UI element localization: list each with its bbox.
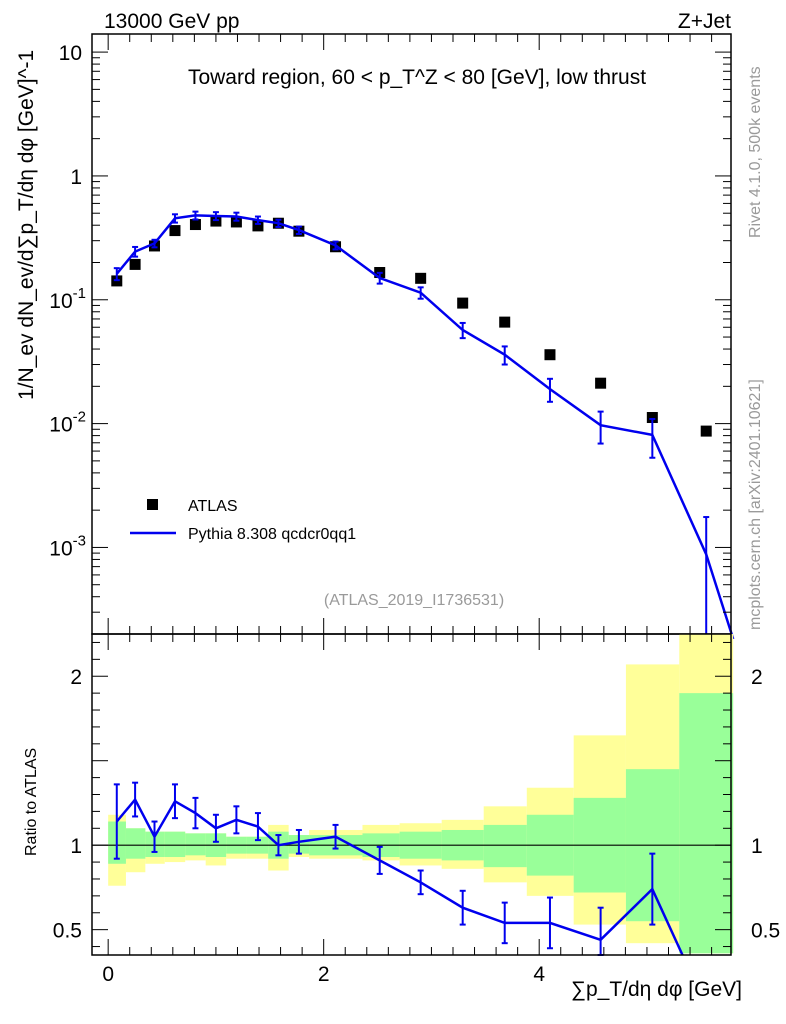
atlas-data-point bbox=[457, 297, 469, 309]
header-left: 13000 GeV pp bbox=[104, 10, 239, 33]
ratio-ytick-label-left: 1 bbox=[70, 835, 82, 858]
main-title-text: Toward region, 60 < p_T^Z < 80 [GeV], lo… bbox=[188, 66, 646, 89]
ratio-ylabel: Ratio to ATLAS bbox=[23, 748, 40, 856]
main-plot-area bbox=[111, 210, 735, 640]
ratio-ytick-label-right: 0.5 bbox=[751, 920, 780, 943]
atlas-data-point bbox=[646, 412, 658, 424]
atlas-data-point bbox=[169, 225, 181, 237]
x-axis-label: ∑p_T/dη dφ [GeV] bbox=[571, 978, 742, 1001]
atlas-data-point bbox=[415, 272, 427, 284]
band-inner-bin bbox=[483, 824, 527, 868]
legend: ATLAS Pythia 8.308 qcdcr0qq1 bbox=[130, 498, 356, 543]
rivet-label: Rivet 4.1.0, 500k events bbox=[747, 66, 764, 238]
main-axes: 10-3 10-2 10-1 1 10 bbox=[49, 33, 732, 635]
ratio-axes: 0 2 4 0.5 0.5 1 1 2 2 bbox=[53, 633, 780, 986]
ratio-xtick-label: 0 bbox=[102, 963, 114, 986]
ratio-ytick-label-right: 1 bbox=[751, 835, 763, 858]
main-ytick-label: 10-3 bbox=[49, 532, 86, 560]
mcplots-label: mcplots.cern.ch [arXiv:2401.10621] bbox=[747, 379, 764, 630]
legend-atlas-label: ATLAS bbox=[188, 498, 238, 515]
main-ylabel: 1/N_ev dN_ev/d∑p_T/dη dφ [GeV]^-1 bbox=[15, 50, 38, 400]
legend-atlas-marker bbox=[147, 499, 158, 510]
analysis-watermark: (ATLAS_2019_I1736531) bbox=[324, 592, 504, 609]
ratio-ytick-label-right: 2 bbox=[751, 666, 763, 689]
atlas-data-point bbox=[544, 349, 556, 361]
ratio-xtick-label: 4 bbox=[533, 963, 545, 986]
ratio-xtick-label: 2 bbox=[318, 963, 330, 986]
ratio-ytick-label-left: 0.5 bbox=[53, 920, 82, 943]
band-inner-bin bbox=[164, 831, 186, 858]
atlas-data-point bbox=[700, 425, 712, 437]
mc-line bbox=[115, 214, 735, 640]
main-frame bbox=[91, 33, 732, 635]
atlas-data-point bbox=[595, 377, 607, 389]
ratio-plot-area bbox=[92, 634, 734, 956]
band-inner-bin bbox=[125, 828, 146, 859]
atlas-data-point bbox=[230, 216, 242, 228]
atlas-data-point bbox=[129, 258, 141, 270]
atlas-data-point bbox=[252, 220, 264, 232]
band-inner-bin bbox=[679, 693, 734, 954]
svg-text:1/N_ev dN_ev/d∑p_T/dη dφ [GeV]: 1/N_ev dN_ev/d∑p_T/dη dφ [GeV]^-1 bbox=[15, 50, 38, 400]
ratio-ytick-label-left: 2 bbox=[70, 666, 82, 689]
atlas-data-point bbox=[499, 316, 511, 328]
header-right: Z+Jet bbox=[678, 10, 731, 33]
band-inner-bin bbox=[185, 833, 206, 856]
main-ytick-label: 10 bbox=[59, 42, 82, 65]
main-ytick-label: 10-2 bbox=[49, 409, 86, 437]
main-ytick-label: 1 bbox=[70, 166, 82, 189]
main-ytick-label: 10-1 bbox=[49, 285, 86, 313]
legend-mc-label: Pythia 8.308 qcdcr0qq1 bbox=[188, 526, 356, 543]
main-title: Toward region, 60 < p_T^Z < 80 [GeV], lo… bbox=[188, 66, 646, 89]
atlas-data-point bbox=[189, 219, 201, 231]
